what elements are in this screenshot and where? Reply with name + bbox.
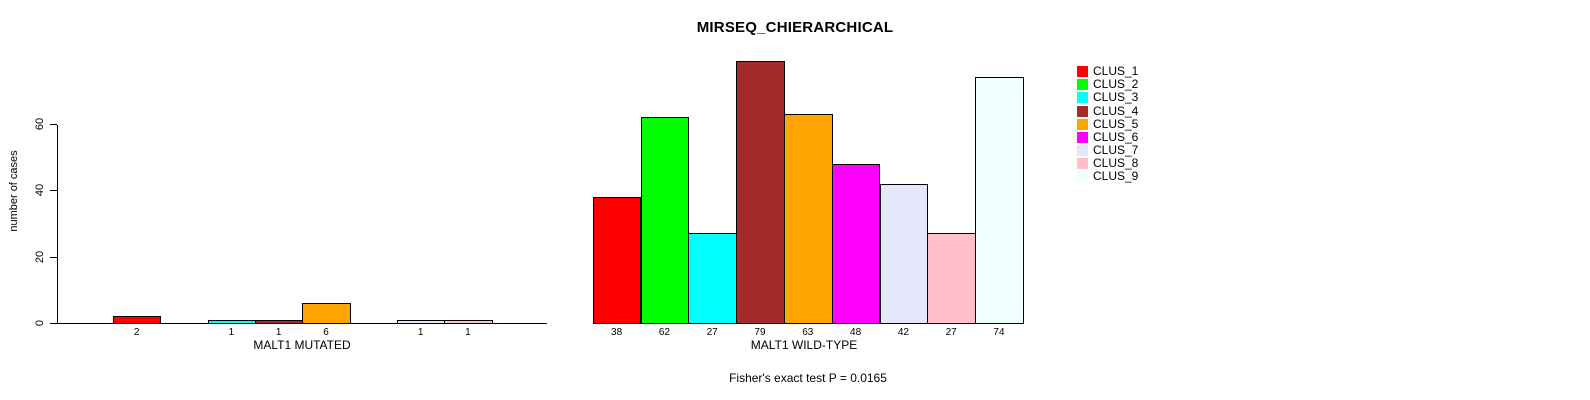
bar-clus_8 xyxy=(444,319,493,324)
legend-swatch-clus_1 xyxy=(1077,66,1088,78)
bar-clus_4 xyxy=(254,319,304,324)
x-axis-label-wild-type: MALT1 WILD-TYPE xyxy=(750,338,858,352)
legend-label-clus_6: CLUS_6 xyxy=(1093,129,1139,144)
bar-value-label: 27 xyxy=(945,327,957,338)
bar-clus_3 xyxy=(688,233,738,324)
bar-clus_5 xyxy=(302,303,351,324)
bar-value-label: 48 xyxy=(850,327,862,338)
bar-clus_3 xyxy=(207,319,256,324)
legend-swatch-clus_5 xyxy=(1077,118,1088,130)
bar-value-label: 62 xyxy=(658,327,670,338)
legend-label-clus_5: CLUS_5 xyxy=(1093,116,1139,131)
bar-value-label: 38 xyxy=(611,327,623,338)
chart-title: MIRSEQ_CHIERARCHICAL xyxy=(696,19,894,36)
bar-value-label: 2 xyxy=(133,327,140,338)
y-tick-label: 0 xyxy=(34,319,46,327)
bar-value-label: 1 xyxy=(465,327,471,338)
y-axis-title: number of cases xyxy=(8,150,20,232)
bar-clus_7 xyxy=(879,183,929,324)
bar-value-label: 74 xyxy=(993,327,1005,338)
y-tick-mark xyxy=(50,256,57,258)
legend-swatch-clus_9 xyxy=(1077,171,1088,182)
y-tick-mark xyxy=(50,323,57,324)
bar-clus_1 xyxy=(592,196,642,324)
y-tick-label: 20 xyxy=(34,250,46,263)
bar-value-label: 42 xyxy=(897,327,909,338)
legend-label-clus_9: CLUS_9 xyxy=(1093,169,1139,183)
x-axis-label-mutated: MALT1 MUTATED xyxy=(253,338,351,352)
legend-label-clus_2: CLUS_2 xyxy=(1093,77,1139,92)
legend-swatch-clus_6 xyxy=(1077,131,1088,143)
bar-clus_1 xyxy=(113,316,162,324)
bar-clus_6 xyxy=(831,163,881,324)
legend-label-clus_7: CLUS_7 xyxy=(1093,142,1139,157)
y-tick-label: 60 xyxy=(34,117,46,130)
fisher-test-annotation: Fisher's exact test P = 0.0165 xyxy=(729,371,887,385)
y-tick-label: 40 xyxy=(34,184,46,197)
bar-clus_4 xyxy=(736,60,785,324)
bar-clus_5 xyxy=(783,113,833,324)
legend-label-clus_4: CLUS_4 xyxy=(1093,103,1139,118)
bar-clus_8 xyxy=(927,233,977,324)
bar-value-label: 27 xyxy=(706,327,718,338)
legend-swatch-clus_8 xyxy=(1077,157,1088,169)
legend-swatch-clus_7 xyxy=(1077,144,1088,156)
bar-value-label: 79 xyxy=(754,327,766,338)
y-tick-mark xyxy=(50,123,57,125)
bar-value-label: 6 xyxy=(323,327,329,338)
bar-clus_7 xyxy=(396,319,446,324)
legend-label-clus_1: CLUS_1 xyxy=(1093,64,1139,79)
y-tick-mark xyxy=(50,190,57,192)
bar-value-label: 63 xyxy=(802,327,814,338)
legend-swatch-clus_4 xyxy=(1077,105,1088,117)
bar-value-label: 1 xyxy=(275,327,282,338)
legend-swatch-clus_3 xyxy=(1077,92,1088,104)
legend-label-clus_3: CLUS_3 xyxy=(1093,90,1139,105)
bar-clus_9 xyxy=(975,77,1024,324)
bar-value-label: 1 xyxy=(417,327,424,338)
y-axis-line xyxy=(57,125,58,324)
legend-label-clus_8: CLUS_8 xyxy=(1093,155,1139,170)
bar-value-label: 1 xyxy=(228,327,235,338)
legend-swatch-clus_2 xyxy=(1077,79,1088,91)
bar-clus_2 xyxy=(640,117,690,324)
